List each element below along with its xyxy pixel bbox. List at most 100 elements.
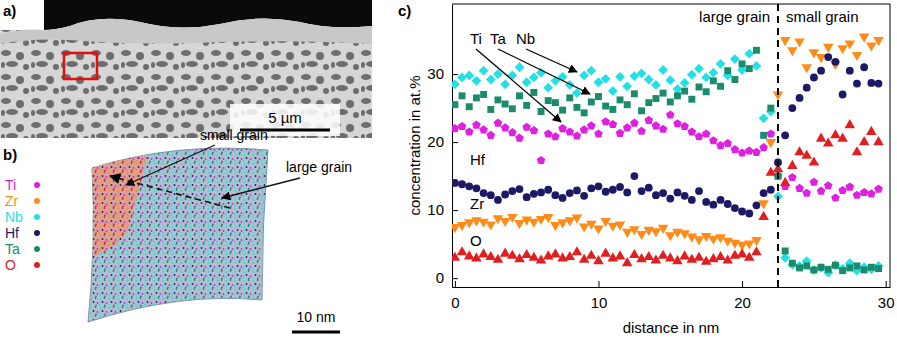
- point: [544, 129, 553, 137]
- point: [523, 193, 531, 201]
- point: [609, 120, 618, 128]
- point: [801, 64, 812, 73]
- point: [645, 184, 653, 192]
- legend-dot: [34, 198, 40, 204]
- scale-bar-label: 10 nm: [297, 309, 336, 325]
- point: [759, 143, 768, 151]
- tick: 0: [436, 269, 458, 286]
- point: [608, 86, 618, 96]
- point: [666, 195, 674, 203]
- point: [501, 123, 510, 131]
- axis-line: [453, 287, 891, 288]
- point: [767, 105, 774, 112]
- region-label: small grain: [200, 127, 268, 143]
- tick-mark: [452, 278, 458, 279]
- point: [500, 79, 510, 89]
- y-axis: 0102030: [427, 5, 458, 288]
- legend-label: Ta: [5, 241, 20, 257]
- point: [630, 172, 638, 180]
- panel-label: c): [398, 2, 411, 19]
- legend-label: Zr: [5, 193, 19, 209]
- point: [587, 121, 596, 129]
- tick-mark: [742, 281, 743, 287]
- point: [837, 45, 848, 54]
- point: [767, 186, 775, 194]
- point: [665, 232, 676, 241]
- point: [465, 127, 474, 135]
- panel-c: 01020300102030distance in nmconcentratio…: [398, 2, 895, 336]
- point: [508, 187, 516, 195]
- point: [487, 191, 495, 199]
- point: [781, 131, 789, 139]
- point: [523, 102, 530, 109]
- point: [507, 71, 517, 81]
- point: [543, 83, 553, 93]
- point: [794, 38, 805, 47]
- point: [594, 129, 603, 137]
- point: [803, 84, 811, 92]
- point: [550, 248, 561, 257]
- point: [853, 191, 862, 199]
- point: [823, 137, 834, 146]
- point: [724, 200, 732, 208]
- point: [861, 267, 868, 274]
- point: [645, 99, 652, 106]
- point: [643, 251, 654, 260]
- point: [854, 262, 861, 269]
- point: [502, 101, 509, 108]
- point: [622, 81, 632, 91]
- point: [787, 47, 798, 56]
- point: [623, 189, 631, 197]
- point: [659, 125, 668, 133]
- point: [724, 67, 731, 74]
- point: [595, 182, 603, 190]
- point: [515, 134, 524, 142]
- plot-frame: [452, 4, 890, 287]
- point: [759, 113, 769, 123]
- legend-dot: [34, 246, 40, 252]
- point: [752, 148, 761, 156]
- tick: 20: [427, 133, 458, 150]
- point: [717, 83, 724, 90]
- point: [787, 160, 798, 169]
- point: [573, 104, 580, 111]
- point: [544, 186, 552, 194]
- point: [758, 211, 769, 220]
- point: [609, 186, 617, 194]
- point: [701, 73, 711, 83]
- point: [760, 132, 767, 139]
- point: [809, 265, 819, 275]
- point: [665, 75, 675, 85]
- axis-line: [452, 5, 453, 288]
- point: [516, 92, 523, 99]
- point: [644, 116, 653, 124]
- tick-mark: [452, 142, 458, 143]
- point: [703, 88, 710, 95]
- tick-label: 0: [451, 294, 459, 311]
- point: [831, 260, 841, 270]
- point: [873, 37, 884, 46]
- point: [667, 98, 674, 105]
- point: [866, 126, 877, 135]
- point: [839, 91, 847, 99]
- point: [500, 248, 511, 257]
- point: [688, 127, 697, 135]
- point: [794, 146, 805, 155]
- legend-dot: [34, 214, 40, 220]
- point: [543, 214, 554, 223]
- point: [846, 183, 855, 191]
- series-label: Ti: [470, 30, 482, 47]
- point: [825, 266, 832, 273]
- point: [565, 80, 575, 90]
- point: [572, 215, 583, 224]
- point: [624, 101, 631, 108]
- legend-label: O: [5, 257, 16, 273]
- point: [529, 252, 540, 261]
- point: [852, 146, 863, 155]
- point: [636, 231, 647, 240]
- point: [708, 68, 718, 78]
- point: [586, 250, 597, 259]
- point: [530, 190, 538, 198]
- panel-b: b)TiZrNbHfTaOsmall grainlarge grain10 nm: [3, 127, 352, 332]
- point: [486, 251, 497, 260]
